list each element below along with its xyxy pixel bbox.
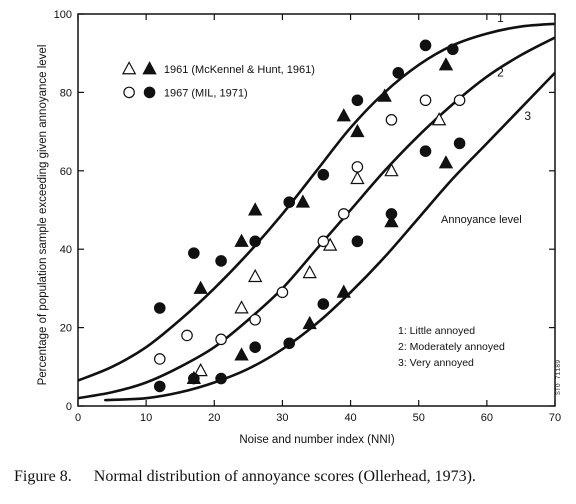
x-tick-label: 50 [413, 412, 425, 424]
data-point-filled-circle [317, 168, 330, 181]
data-point-filled-triangle [295, 194, 311, 208]
data-point-filled-triangle [234, 233, 249, 247]
data-point-filled-triangle [336, 108, 351, 122]
data-points [153, 39, 466, 393]
data-point-filled-circle [215, 372, 227, 385]
data-point-filled-circle [453, 137, 466, 150]
legend-marker-open-triangle [121, 61, 137, 75]
data-point-filled-circle [283, 196, 296, 208]
y-tick-label: 0 [66, 401, 72, 413]
legend: 1961 (McKennel & Hunt, 1961) 1967 (MIL, 1… [121, 61, 315, 99]
x-tick-label: 60 [481, 412, 493, 424]
x-tick-label: 70 [549, 412, 561, 424]
plot-border [77, 13, 556, 407]
data-point-filled-triangle [438, 57, 454, 71]
annoyance-level-key: 1: Little annoyed 2: Moderately annoyed 3:… [398, 325, 505, 369]
data-point-open-triangle [431, 112, 447, 126]
data-point-filled-circle [249, 235, 261, 248]
data-point-filled-circle [351, 235, 364, 248]
legend-marker-filled-circle [143, 86, 156, 99]
x-axis-label: Noise and number index (NNI) [239, 434, 394, 446]
x-tick-label: 40 [344, 412, 356, 424]
legend-marker-filled-triangle [142, 61, 157, 75]
data-point-filled-triangle [350, 123, 365, 138]
data-point-open-triangle [350, 170, 365, 185]
data-point-filled-circle [351, 94, 364, 107]
data-point-open-circle [153, 353, 166, 365]
data-point-filled-circle [283, 337, 296, 350]
reference-stamp: STO 71189 [555, 360, 562, 395]
fitted-curves [78, 22, 555, 402]
data-point-open-circle [385, 114, 398, 126]
data-point-filled-circle [385, 208, 398, 220]
curve-label-2: 2 [497, 66, 504, 80]
data-point-filled-circle [153, 380, 166, 393]
annoyance-level-3: 3: Very annoyed [398, 357, 474, 369]
data-point-filled-triangle [193, 280, 208, 294]
data-point-open-circle [181, 329, 193, 342]
annoyance-level-title: Annoyance level [441, 214, 522, 226]
data-point-open-triangle [247, 268, 263, 283]
data-point-open-circle [317, 235, 330, 248]
data-point-filled-triangle [336, 284, 351, 298]
figure-number: Figure 8. [14, 468, 72, 485]
figure-caption: Figure 8. Normal distribution of annoyanc… [14, 468, 476, 486]
data-point-open-circle [419, 94, 432, 107]
data-point-filled-circle [153, 302, 166, 314]
y-tick-label: 100 [54, 9, 72, 21]
data-point-filled-triangle [247, 202, 263, 216]
data-point-open-triangle [234, 300, 249, 314]
data-point-filled-circle [188, 247, 200, 259]
y-tick-label: 80 [60, 87, 72, 99]
curve-2 [78, 36, 555, 400]
data-point-open-circle [337, 208, 350, 220]
plot-frame [77, 13, 556, 407]
curve-labels: 1 2 3 [497, 11, 531, 123]
data-point-open-triangle [302, 264, 317, 279]
data-point-filled-circle [419, 145, 432, 157]
data-point-open-circle [351, 161, 364, 173]
annoyance-level-1: 1: Little annoyed [398, 325, 475, 337]
curve-label-1: 1 [497, 11, 504, 25]
data-point-filled-circle [419, 39, 432, 52]
y-axis-ticks: 0 20 40 60 80 100 [54, 9, 555, 413]
data-point-filled-circle [249, 341, 261, 353]
annoyance-level-2: 2: Moderately annoyed [398, 341, 505, 353]
x-tick-label: 30 [276, 412, 288, 424]
curve-label-3: 3 [524, 109, 531, 123]
x-axis-ticks: 0 10 20 30 40 50 60 70 [75, 14, 561, 424]
data-point-open-circle [453, 94, 466, 107]
x-tick-label: 0 [75, 412, 81, 424]
data-point-filled-triangle [384, 214, 399, 228]
data-point-open-triangle [193, 362, 208, 377]
legend-marker-open-circle [123, 86, 135, 99]
y-tick-label: 40 [60, 244, 72, 256]
curve-1 [78, 22, 555, 382]
caption-text: Normal distribution of annoyance scores … [93, 468, 476, 485]
data-point-filled-circle [446, 43, 459, 56]
data-point-filled-triangle [438, 155, 454, 169]
data-point-filled-triangle [302, 315, 317, 330]
data-point-filled-triangle [234, 347, 249, 361]
y-tick-label: 60 [60, 166, 72, 178]
data-point-open-circle [276, 286, 289, 299]
data-point-filled-circle [317, 298, 330, 310]
data-point-open-triangle [384, 163, 399, 177]
y-axis-label: Percentage of population sample exceedin… [37, 45, 49, 386]
y-tick-label: 20 [60, 323, 72, 335]
data-point-filled-circle [188, 372, 200, 385]
data-point-open-circle [215, 333, 227, 346]
legend-label: 1967 (MIL, 1971) [164, 87, 248, 99]
data-point-open-circle [249, 313, 261, 326]
data-point-filled-triangle [377, 88, 392, 102]
annoyance-chart: 0 20 40 60 80 100 0 10 20 30 40 50 60 70 Percentage … [37, 9, 562, 446]
x-tick-label: 10 [140, 412, 152, 424]
x-tick-label: 20 [208, 412, 220, 424]
curve-3 [103, 71, 555, 402]
data-point-filled-circle [392, 67, 405, 79]
data-point-filled-circle [215, 255, 227, 267]
legend-label: 1961 (McKennel & Hunt, 1961) [164, 64, 315, 76]
